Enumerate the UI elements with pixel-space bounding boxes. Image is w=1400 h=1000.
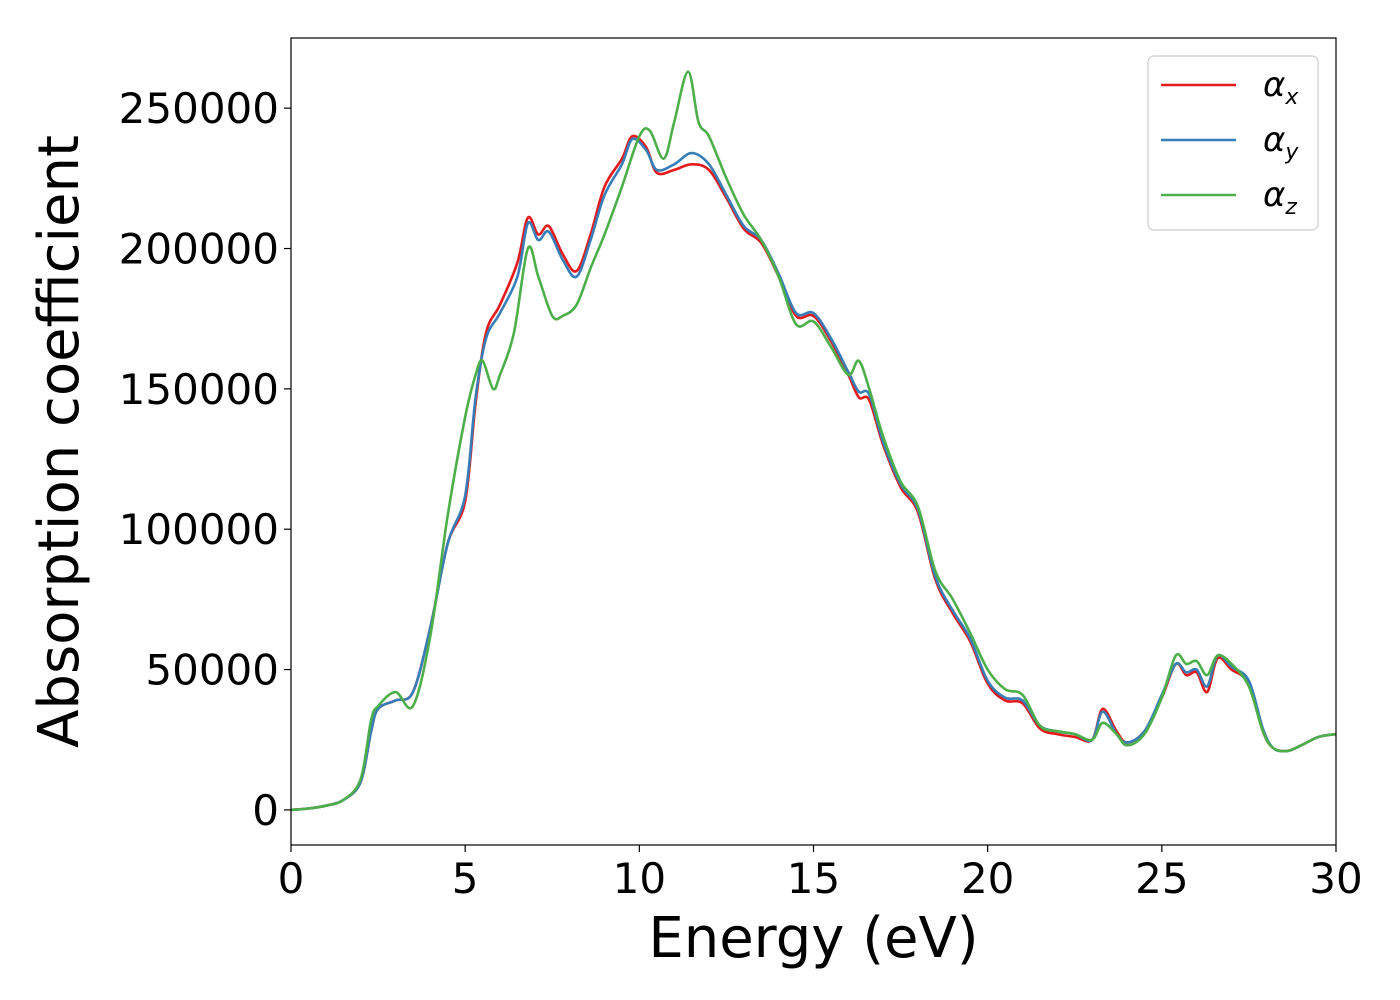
legend-box	[1147, 55, 1319, 231]
legend-label-x: αx	[1263, 65, 1299, 110]
series-line-y	[291, 137, 1336, 812]
x-axis: 0 5 10 15 20 25 30	[278, 845, 1363, 903]
y-axis: 0 50000 100000 150000 200000 250000	[119, 84, 291, 835]
x-tick-label: 5	[452, 854, 479, 903]
x-tick-label: 10	[613, 854, 666, 903]
legend-label-y: αy	[1263, 120, 1299, 165]
x-tick-label: 30	[1309, 854, 1362, 903]
x-tick-label: 0	[278, 854, 305, 903]
y-tick-label: 50000	[145, 646, 279, 695]
y-tick-label: 200000	[119, 225, 279, 274]
y-tick-label: 250000	[119, 84, 279, 133]
x-tick-label: 25	[1135, 854, 1188, 903]
y-tick-label: 0	[252, 786, 279, 835]
y-axis-title: Absorption coefficient	[27, 135, 92, 748]
series-layer	[291, 70, 1336, 812]
x-tick-label: 15	[787, 854, 840, 903]
y-tick-label: 150000	[119, 365, 279, 414]
series-line-z	[291, 70, 1336, 812]
x-axis-title: Energy (eV)	[648, 906, 978, 971]
x-tick-label: 20	[961, 854, 1014, 903]
y-tick-label: 100000	[119, 505, 279, 554]
legend: αx αy αz	[1147, 55, 1319, 231]
legend-label-z: αz	[1263, 175, 1297, 220]
